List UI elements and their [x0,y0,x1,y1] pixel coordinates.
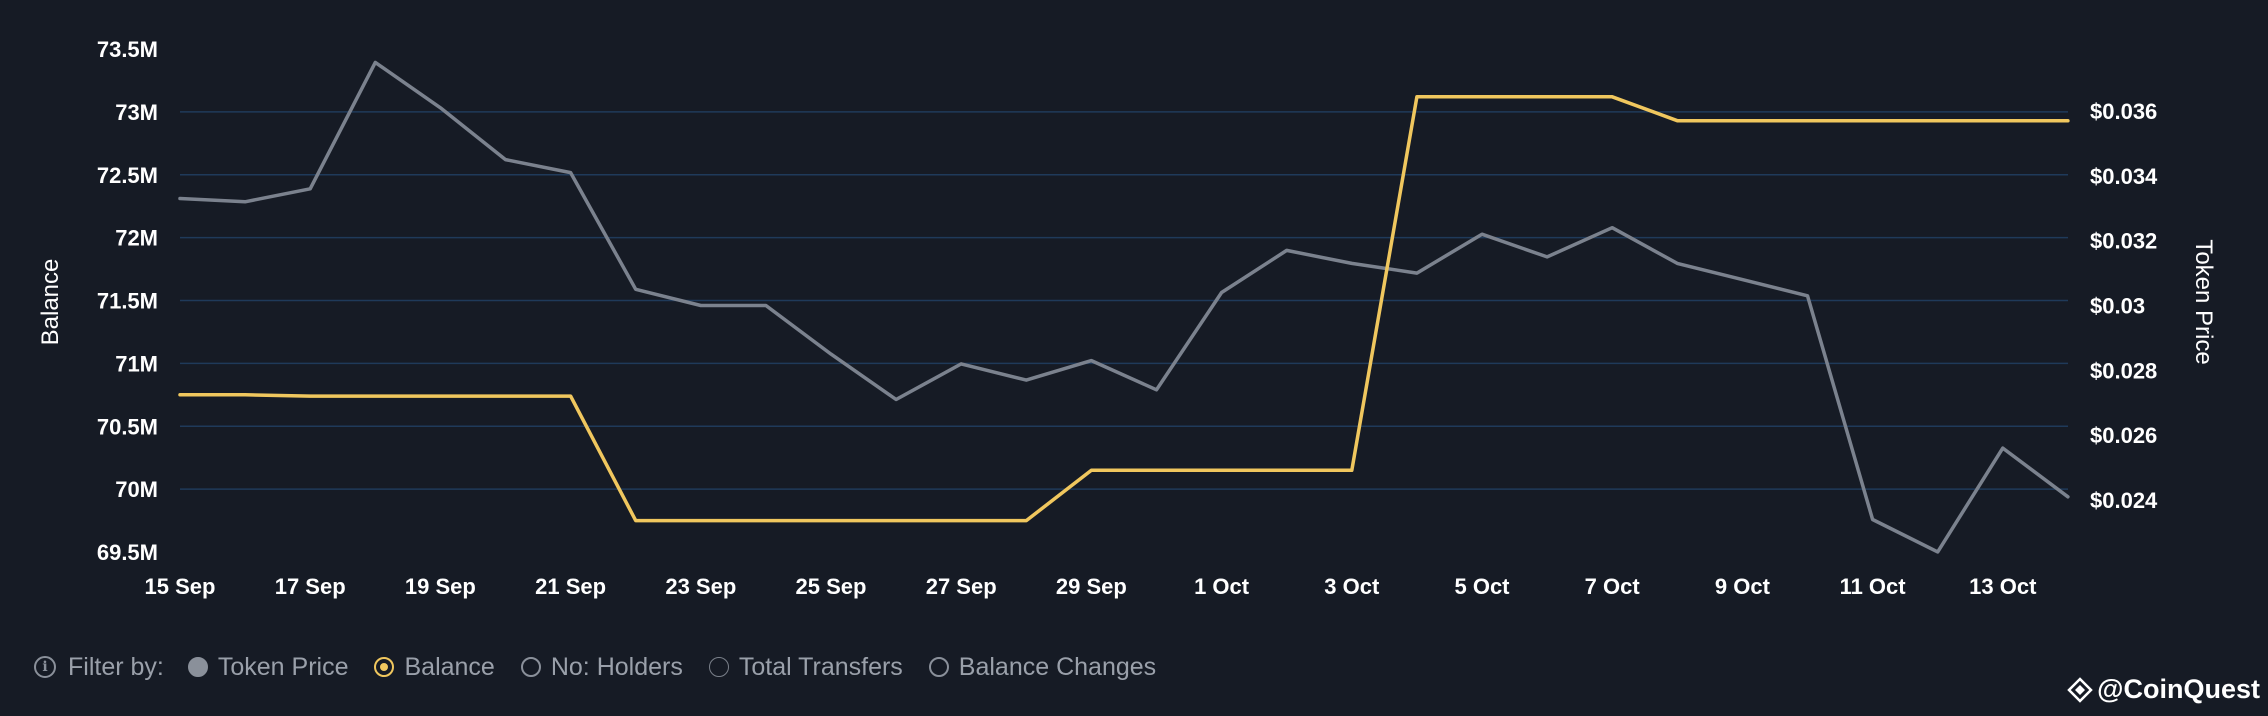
x-tick-label: 1 Oct [1194,574,1250,599]
x-tick-label: 9 Oct [1715,574,1771,599]
filter-option-label: Balance [404,652,495,681]
left-tick-label: 69.5M [97,540,158,565]
left-axis-ticks: 73.5M 73M 72.5M 72M 71.5M 71M 70.5M 70M 69.5M [97,37,158,565]
filter-option-balance-changes[interactable]: Balance Changes [928,652,1157,682]
series-lines [178,60,2070,554]
right-axis-ticks: $0.036 $0.034 $0.032 $0.03 $0.028 $0.026 $0.02… [2090,99,2158,513]
right-tick-label: $0.036 [2090,99,2157,124]
left-tick-label: 72.5M [97,163,158,188]
series-line-token-price [178,60,2070,554]
x-tick-label: 25 Sep [796,574,867,599]
series-line-balance [178,95,2070,523]
info-icon: i [34,656,56,678]
radio-empty-icon [928,657,949,677]
brand-text: @CoinQuest [2097,674,2260,704]
right-tick-label: $0.026 [2090,423,2157,448]
left-tick-label: 73M [115,100,158,125]
radio-empty-icon [520,657,541,677]
x-tick-label: 19 Sep [405,574,476,599]
filter-option-holders[interactable]: No: Holders [520,652,683,682]
filter-option-label: No: Holders [550,652,683,681]
x-tick-label: 7 Oct [1585,574,1641,599]
filter-option-label: Token Price [217,652,349,681]
filter-option-token-price[interactable]: Token Price [187,652,349,682]
x-tick-label: 5 Oct [1454,574,1510,599]
right-tick-label: $0.024 [2090,488,2158,513]
radio-empty-icon [708,657,729,677]
x-tick-label: 11 Oct [1840,574,1907,599]
left-tick-label: 73.5M [97,37,158,62]
diamond-logo-icon [2067,676,2093,703]
left-tick-label: 70.5M [97,414,158,439]
right-tick-label: $0.034 [2090,164,2158,189]
brand-watermark: @CoinQuest [2067,674,2260,705]
filter-label: Filter by: [68,652,164,681]
balance-price-chart: 73.5M 73M 72.5M 72M 71.5M 71M 70.5M 70M 69.5M $0… [37,37,2217,599]
left-tick-label: 72M [115,226,158,251]
left-tick-label: 71.5M [97,289,158,314]
filter-option-label: Balance Changes [958,652,1157,681]
x-tick-label: 27 Sep [926,574,997,599]
x-tick-label: 23 Sep [665,574,736,599]
x-axis-ticks: 15 Sep 17 Sep 19 Sep 21 Sep 23 Sep 25 Sep 27 S… [145,574,2038,599]
left-axis-title: Balance [37,259,64,346]
filter-option-label: Total Transfers [738,652,903,681]
grid-lines [180,111,2068,490]
x-tick-label: 21 Sep [535,574,606,599]
right-tick-label: $0.032 [2090,229,2157,254]
radio-selected-icon [374,657,395,677]
left-tick-label: 71M [115,351,158,376]
left-tick-label: 70M [115,477,158,502]
x-tick-label: 13 Oct [1969,574,2037,599]
right-tick-label: $0.028 [2090,358,2157,383]
right-tick-label: $0.03 [2090,294,2145,319]
x-tick-label: 17 Sep [275,574,346,599]
filter-option-total-transfers[interactable]: Total Transfers [708,652,903,682]
radio-filled-icon [187,657,208,677]
right-axis-title: Token Price [2190,239,2217,364]
filter-option-balance[interactable]: Balance [374,652,495,682]
x-tick-label: 29 Sep [1056,574,1127,599]
filter-bar: i Filter by: Token Price Balance No: Hol… [34,651,1182,683]
x-tick-label: 15 Sep [145,574,216,599]
x-tick-label: 3 Oct [1324,574,1380,599]
